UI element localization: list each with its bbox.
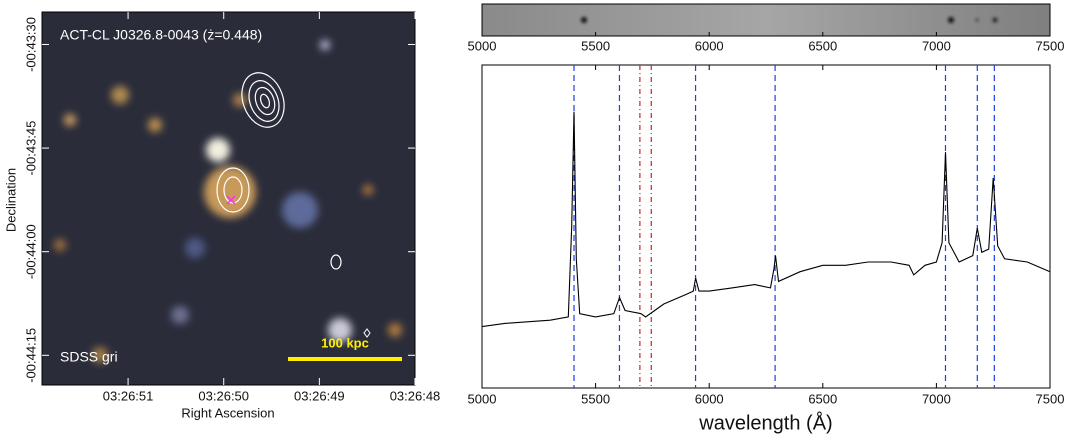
- x-tick-label: 03:26:48: [390, 388, 441, 403]
- x-tick-label: 5000: [468, 391, 497, 406]
- x-tick-label: 6000: [695, 38, 724, 53]
- x-tick-label: 5000: [468, 38, 497, 53]
- plot-frame: [481, 64, 1051, 389]
- x-tick-label: 03:26:49: [294, 388, 345, 403]
- scale-bar: [288, 357, 402, 361]
- contour: [241, 72, 285, 128]
- y-tick-label: -00:43:45: [23, 121, 38, 176]
- spectrum-line: [481, 111, 1051, 328]
- x-tick-label: 6000: [695, 391, 724, 406]
- y-axis-label: Declination: [3, 168, 18, 232]
- x-tick-label: 7500: [1036, 38, 1065, 53]
- sky-image: [42, 12, 415, 385]
- x-tick-label: 6500: [808, 391, 837, 406]
- x-tick-label: 6500: [808, 38, 837, 53]
- contour: [248, 80, 280, 122]
- x-tick-label: 03:26:51: [103, 388, 154, 403]
- bcg-marker: [226, 195, 236, 205]
- x-tick-label: 5500: [581, 38, 610, 53]
- contour: [254, 86, 276, 116]
- x-tick-label: 03:26:50: [198, 388, 249, 403]
- x-tick-label: 7000: [922, 391, 951, 406]
- spectrum-2d: [481, 3, 1051, 37]
- scale-label: 100 kpc: [321, 335, 369, 350]
- x-axis-label: wavelength (Å): [698, 411, 832, 434]
- strip-features: [581, 17, 998, 23]
- x-tick-label: 7500: [1036, 391, 1065, 406]
- contour: [216, 167, 250, 213]
- y-tick-label: -00:44:00: [23, 224, 38, 279]
- x-axis-label: Right Ascension: [181, 405, 274, 420]
- x-tick-label: 7000: [922, 38, 951, 53]
- contour: [363, 328, 371, 338]
- image-frame: [41, 11, 416, 386]
- survey-label: SDSS gri: [60, 349, 118, 365]
- y-tick-label: -00:43:30: [23, 17, 38, 72]
- x-tick-label: 5500: [581, 391, 610, 406]
- y-tick-label: -00:44:15: [23, 328, 38, 383]
- contour: [259, 93, 271, 109]
- cluster-label: ACT-CL J0326.8-0043 (ż=0.448): [60, 27, 262, 43]
- contour: [330, 254, 342, 270]
